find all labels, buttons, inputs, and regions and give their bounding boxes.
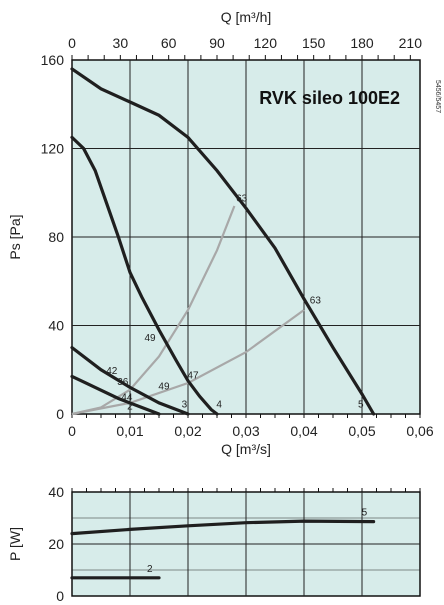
x-tick-label: 0,02 [174,423,201,439]
curve-annotation: 5 [358,399,364,410]
power-curve-5 [70,519,376,536]
top-tick-label: 150 [302,35,326,51]
power-curve-label: 2 [147,564,153,575]
power-annotations: 52 [147,508,368,575]
fan-curve-4 [70,135,219,416]
fan-curve-3 [70,346,190,416]
power-y-tick-label: 0 [56,588,64,604]
curve-annotation: 2 [127,402,133,413]
y-tick-label: 40 [48,318,64,334]
x-axis-label: Q [m³/s] [221,441,271,457]
y-axis-label: Ps [Pa] [7,214,23,259]
curve-annotation: 44 [121,393,133,404]
top-tick-label: 210 [399,35,423,51]
curve-annotation: 49 [145,333,157,344]
bottom-x-tick-labels: 0 0,01 0,02 0,03 0,04 0,05 0,06 [68,423,434,439]
y-tick-labels: 0 40 80 120 160 [41,52,65,422]
power-curves [70,519,376,580]
fan-curve-2 [70,374,161,416]
power-y-tick-label: 40 [48,484,64,500]
y-tick-label: 0 [56,406,64,422]
power-y-tick-labels: 0 20 40 [48,484,64,604]
y-tick-label: 120 [41,141,65,157]
curve-annotation: 49 [158,382,170,393]
x-tick-label: 0,03 [232,423,259,439]
top-x-tick-labels: 0 30 60 90 120 150 180 210 [68,35,422,51]
curve-annotation: 4 [216,399,222,410]
top-tick-label: 60 [161,35,177,51]
power-y-tick-label: 20 [48,536,64,552]
top-tick-label: 0 [68,35,76,51]
curve-annotation: 3 [182,399,188,410]
x-tick-label: 0 [68,423,76,439]
top-tick-label: 120 [254,35,278,51]
power-y-axis-label: P [W] [7,527,23,561]
power-curve-label: 5 [362,508,368,519]
fan-curve-5 [70,67,376,416]
curve-annotation: 47 [187,371,199,382]
curve-annotation: 63 [310,295,322,306]
x-tick-label: 0,05 [348,423,375,439]
top-x-axis-label: Q [m³/h] [221,9,272,25]
chart-title: RVK sileo 100E2 [259,88,400,108]
x-tick-label: 0,04 [290,423,317,439]
top-tick-label: 90 [209,35,225,51]
top-tick-label: 180 [350,35,374,51]
pressure-grid [71,55,421,418]
x-tick-label: 0,01 [116,423,143,439]
x-tick-label: 0,06 [406,423,433,439]
side-code-label: 5456/5457 [434,80,441,113]
curve-annotation: 36 [117,377,129,388]
top-tick-label: 30 [113,35,129,51]
y-tick-label: 160 [41,52,65,68]
curve-annotation: 63 [236,194,248,205]
pressure-curves [70,67,376,416]
y-tick-label: 80 [48,229,64,245]
curve-annotation: 42 [106,366,118,377]
